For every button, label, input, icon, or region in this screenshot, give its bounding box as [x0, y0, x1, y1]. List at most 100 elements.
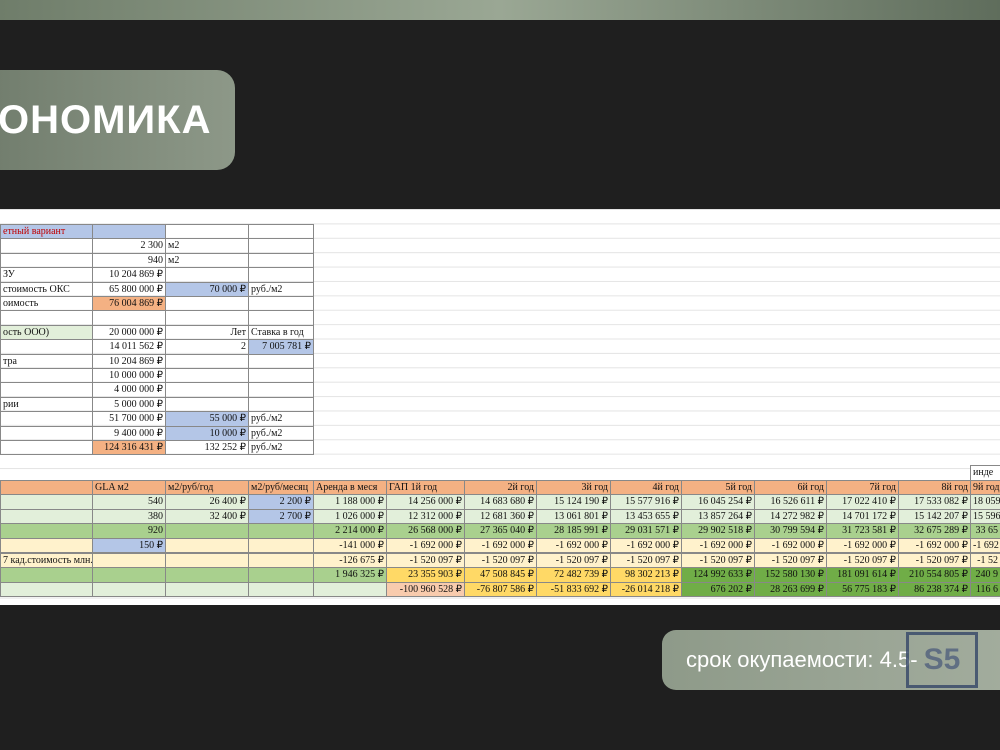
cell: [92, 552, 166, 569]
cell: 14 272 982 ₽: [754, 508, 827, 525]
cell: ость ООО): [0, 324, 93, 341]
cell: [0, 368, 93, 384]
cell: 14 701 172 ₽: [826, 508, 899, 525]
cell: [165, 382, 249, 398]
cell: [0, 252, 93, 269]
cell: [165, 267, 249, 283]
cell: 240 9: [970, 567, 1000, 583]
cell: 4 000 000 ₽: [92, 382, 166, 398]
cell: 30 799 594 ₽: [754, 523, 827, 539]
cell: [0, 494, 93, 510]
cell: оимость: [0, 296, 93, 312]
cell: [248, 567, 314, 583]
cell: [248, 368, 314, 384]
cell: инде: [970, 465, 1000, 481]
cell: [0, 508, 93, 525]
cell: [248, 382, 314, 398]
cell: [248, 252, 314, 269]
cell: [165, 567, 249, 583]
cell: -1 520 097 ₽: [610, 552, 682, 569]
cell: 5й год: [681, 479, 755, 496]
cell: 920: [92, 523, 166, 539]
cell: 55 000 ₽: [165, 411, 249, 427]
cell: [248, 396, 314, 413]
cell: -76 807 586 ₽: [464, 581, 537, 598]
cell: [248, 310, 314, 326]
cell: 4й год: [610, 479, 682, 496]
cell: -1 692 000 ₽: [386, 537, 465, 554]
cell: 70 000 ₽: [165, 281, 249, 297]
cell: руб./м2: [248, 281, 314, 297]
cell: [165, 552, 249, 569]
cell: 2 700 ₽: [248, 508, 314, 525]
cell: [165, 523, 249, 539]
cell: [165, 368, 249, 384]
cell: [0, 567, 93, 583]
cell: 76 004 869 ₽: [92, 296, 166, 312]
cell: -1 52: [970, 552, 1000, 569]
cell: 33 65: [970, 523, 1000, 539]
cell: [248, 581, 314, 598]
cell: [248, 267, 314, 283]
cell: 1 946 325 ₽: [313, 567, 387, 583]
cell: 32 400 ₽: [165, 508, 249, 525]
cell: 940: [92, 252, 166, 269]
cell: [248, 353, 314, 369]
top-band: [0, 0, 1000, 20]
cell: м2: [165, 252, 249, 269]
cell: 14 256 000 ₽: [386, 494, 465, 510]
cell: 5 000 000 ₽: [92, 396, 166, 413]
cell: [248, 552, 314, 569]
cell: [0, 581, 93, 598]
cell: 181 091 614 ₽: [826, 567, 899, 583]
cell: [248, 224, 314, 240]
cell: 17 022 410 ₽: [826, 494, 899, 510]
cell: 152 580 130 ₽: [754, 567, 827, 583]
cell: 29 902 518 ₽: [681, 523, 755, 539]
cell: [165, 396, 249, 413]
cell: 9 400 000 ₽: [92, 425, 166, 441]
cell: [0, 537, 93, 554]
cell: [248, 523, 314, 539]
cell: 540: [92, 494, 166, 510]
cell: [165, 310, 249, 326]
cell: -1 692 000 ₽: [898, 537, 971, 554]
cell: 1 188 000 ₽: [313, 494, 387, 510]
cell: -1 520 097 ₽: [386, 552, 465, 569]
cell: 28 185 991 ₽: [536, 523, 611, 539]
cell: 28 263 699 ₽: [754, 581, 827, 598]
cell: руб./м2: [248, 411, 314, 427]
cell: руб./м2: [248, 440, 314, 456]
spreadsheet: етный вариант 2 300 м2 940 м2 ЗУ 10 204 869 ₽ с…: [0, 209, 1000, 605]
slide-title: ОНОМИКА: [0, 70, 235, 170]
cell: 26 400 ₽: [165, 494, 249, 510]
cell: ГАП 1й год: [386, 479, 465, 496]
cell: 150 ₽: [92, 537, 166, 554]
logo: S5: [906, 632, 978, 688]
cell: -1 692 000 ₽: [536, 537, 611, 554]
cell: 65 800 000 ₽: [92, 281, 166, 297]
cell: [92, 224, 166, 240]
cell: -100 960 528 ₽: [386, 581, 465, 598]
cell: GLA м2: [92, 479, 166, 496]
cell: [165, 224, 249, 240]
cell: [0, 523, 93, 539]
cell: 47 508 845 ₽: [464, 567, 537, 583]
cell: тра: [0, 353, 93, 369]
cell: 56 775 183 ₽: [826, 581, 899, 598]
cell: 124 992 633 ₽: [681, 567, 755, 583]
cell: 3й год: [536, 479, 611, 496]
cell: рии: [0, 396, 93, 413]
cell: 31 723 581 ₽: [826, 523, 899, 539]
cell: 10 204 869 ₽: [92, 353, 166, 369]
cell: 29 031 571 ₽: [610, 523, 682, 539]
cell: 210 554 805 ₽: [898, 567, 971, 583]
cell: стоимость ОКС: [0, 281, 93, 297]
cell: Лет: [165, 324, 249, 341]
cell: ЗУ: [0, 267, 93, 283]
cell: 2 214 000 ₽: [313, 523, 387, 539]
cell: 7 005 781 ₽: [248, 339, 314, 355]
cell: 132 252 ₽: [165, 440, 249, 456]
cell: 23 355 903 ₽: [386, 567, 465, 583]
